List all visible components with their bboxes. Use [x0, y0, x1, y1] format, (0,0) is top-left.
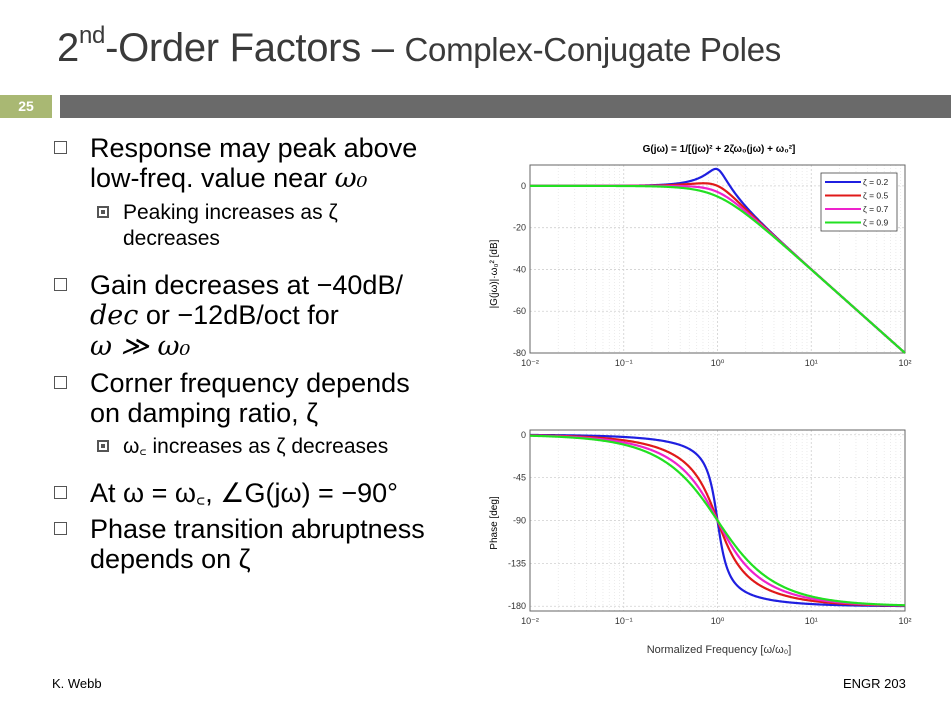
bullet-4-text: At ω = ω꜀, ∠G(jω) = −90°	[90, 478, 398, 508]
sub-bullet-1: Peaking increases as ζ decreases	[54, 200, 484, 252]
chart-2-plot-area	[530, 430, 905, 611]
chart-2-y-tick: 0	[521, 430, 526, 440]
bullet-1: Response may peak above low-freq. value …	[54, 133, 484, 194]
chart-2-frame	[529, 429, 906, 612]
chart-1-series-line	[530, 184, 906, 354]
chart-2-y-tick: -90	[513, 516, 526, 526]
chart-1-ylabel: |G(jω)|·ω₀² [dB]	[489, 239, 500, 308]
bullet-2-dec: dec	[90, 300, 139, 331]
title-sup: nd	[78, 22, 106, 49]
chart-2-series-line	[529, 433, 906, 608]
bullet-5-line2: depends on ζ	[90, 544, 251, 574]
bullet-square-icon	[54, 141, 67, 154]
legend-box	[820, 172, 898, 232]
bullet-1-line1: Response may peak above	[90, 133, 418, 163]
chart-1-y-tick: -40	[513, 264, 526, 274]
bullet-2: Gain decreases at −40dB/ dec or −12dB/oc…	[54, 270, 484, 362]
chart-1-x-tick: 10⁻¹	[615, 358, 633, 368]
chart-2-y-tick: -135	[508, 558, 526, 568]
sub-bullet-2: ω꜀ increases as ζ decreases	[54, 434, 484, 460]
bullet-5-line1: Phase transition abruptness	[90, 514, 425, 544]
chart-2-ylabel: Phase [deg]	[489, 496, 500, 550]
header-bar	[60, 95, 951, 118]
bullet-list: Response may peak above low-freq. value …	[54, 133, 484, 580]
sub-bullet-1-line2: decreases	[123, 227, 220, 250]
bullet-5: Phase transition abruptness depends on ζ	[54, 514, 484, 574]
chart-1-series-line	[530, 167, 906, 354]
sub-bullet-icon	[97, 206, 109, 218]
chart-2-x-tick: 10⁻²	[521, 616, 539, 626]
chart-1-y-tick: -80	[513, 348, 526, 358]
chart-1-x-tick: 10²	[898, 358, 911, 368]
chart-1-x-tick: 10⁻²	[521, 358, 539, 368]
chart-2-x-tick: 10¹	[805, 616, 818, 626]
footer-author: K. Webb	[52, 676, 102, 691]
chart-1-title: G(jω) = 1/[(jω)² + 2ζω₀(jω) + ω₀²]	[643, 144, 796, 155]
chart-2-y-tick: -180	[508, 601, 526, 611]
bullet-square-icon	[54, 376, 67, 389]
bullet-3: Corner frequency depends on damping rati…	[54, 368, 484, 428]
title-sub: Complex-Conjugate Poles	[404, 31, 781, 68]
chart-2-xlabel: Normalized Frequency [ω/ω₀]	[647, 644, 792, 656]
bullet-square-icon	[54, 522, 67, 535]
bullet-1-line2: low-freq. value near	[90, 163, 335, 193]
legend-entry: ζ = 0.2	[863, 177, 889, 187]
chart-2-x-tick: 10⁰	[711, 616, 725, 626]
bullet-2-line1: Gain decreases at −40dB/	[90, 270, 403, 300]
bullet-2-oct: or −12dB/oct	[138, 300, 300, 330]
title-dash: –	[360, 26, 405, 70]
chart-1-x-tick: 10¹	[805, 358, 818, 368]
chart-1-series-line	[530, 182, 906, 354]
chart-1-y-tick: 0	[521, 181, 526, 191]
chart-1-frame	[529, 164, 906, 354]
chart-2-x-tick: 10²	[898, 616, 911, 626]
chart-1-x-tick: 10⁰	[711, 358, 725, 368]
chart-1-plot-area	[530, 165, 905, 353]
bullet-2-line3: ω ≫ ω₀	[90, 331, 191, 362]
slide-number: 25	[0, 95, 52, 118]
bullet-3-line2: on damping ratio, ζ	[90, 398, 319, 428]
title-main: 2nd-Order Factors	[57, 22, 361, 71]
sub-bullet-2-text: ω꜀ increases as ζ decreases	[123, 435, 389, 458]
bullet-4: At ω = ω꜀, ∠G(jω) = −90°	[54, 478, 484, 508]
bullet-square-icon	[54, 486, 67, 499]
chart-2-x-tick: 10⁻¹	[615, 616, 633, 626]
chart-2-series-line	[529, 434, 906, 607]
chart-1-y-tick: -20	[513, 223, 526, 233]
legend-entry: ζ = 0.5	[863, 191, 889, 201]
legend-entry: ζ = 0.9	[863, 218, 889, 228]
bullet-1-omega0: ω₀	[334, 163, 368, 194]
bullet-square-icon	[54, 278, 67, 291]
chart-1-series-line	[530, 184, 906, 354]
slide-title: 2nd-Order Factors – Complex-Conjugate Po…	[57, 22, 781, 71]
footer-course: ENGR 203	[843, 676, 906, 691]
bullet-2-for: for	[299, 300, 339, 330]
chart-2-series-line	[529, 434, 906, 607]
chart-2-y-tick: -45	[513, 473, 526, 483]
bullet-3-line1: Corner frequency depends	[90, 368, 410, 398]
legend-entry: ζ = 0.7	[863, 204, 889, 214]
sub-bullet-icon	[97, 440, 109, 452]
sub-bullet-1-line1: Peaking increases as ζ	[123, 201, 338, 224]
chart-2-series-line	[529, 434, 906, 607]
chart-1-y-tick: -60	[513, 306, 526, 316]
